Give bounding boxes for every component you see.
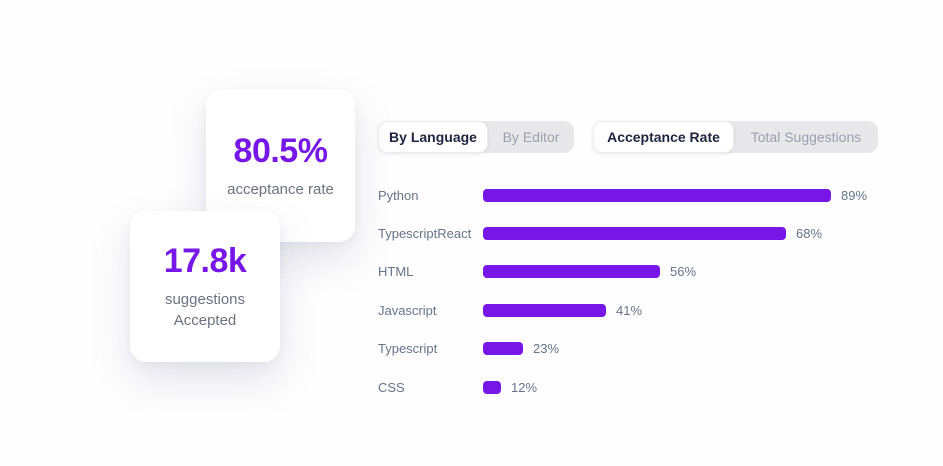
suggestions-accepted-card: 17.8k suggestions Accepted (130, 211, 280, 362)
bar-row-javascript: Javascript 41% (378, 291, 918, 329)
bar-row-typescript: Typescript 23% (378, 330, 918, 368)
suggestions-accepted-label-line2: Accepted (173, 312, 237, 329)
metric-toggle: Acceptance Rate Total Suggestions (593, 121, 878, 153)
bar-row-typescriptreact: TypescriptReact 68% (378, 214, 918, 252)
toggle-total-suggestions[interactable]: Total Suggestions (750, 129, 862, 145)
acceptance-rate-value: 80.5% (233, 131, 328, 170)
toggle-acceptance-rate[interactable]: Acceptance Rate (593, 121, 734, 153)
bar-html (483, 265, 660, 279)
bar-javascript (483, 303, 606, 317)
bar-category-label: TypescriptReact (378, 226, 472, 242)
bar-category-label: Python (378, 187, 419, 203)
suggestions-accepted-label-line1: suggestions (164, 291, 246, 308)
acceptance-rate-label: acceptance rate (227, 180, 334, 198)
bar-category-label: HTML (378, 264, 414, 280)
bar-value-label: 12% (511, 379, 538, 395)
bar-row-python: Python 89% (378, 176, 918, 214)
group-by-toggle: By Language By Editor (378, 121, 574, 153)
bar-category-label: CSS (378, 379, 405, 395)
toggle-by-language[interactable]: By Language (378, 121, 488, 153)
suggestions-accepted-label: suggestions Accepted (165, 289, 245, 331)
bar-value-label: 56% (670, 264, 697, 280)
bar-row-html: HTML 56% (378, 253, 918, 291)
bar-value-label: 41% (616, 302, 643, 318)
acceptance-rate-by-language-chart: Python 89% TypescriptReact 68% HTML 56% … (378, 176, 918, 406)
bar-category-label: Typescript (378, 341, 438, 357)
bar-typescriptreact (483, 227, 786, 241)
bar-value-label: 89% (841, 187, 868, 203)
bar-row-css: CSS 12% (378, 368, 918, 406)
suggestions-accepted-value: 17.8k (163, 242, 247, 280)
bar-typescript (483, 342, 523, 356)
bar-css (483, 380, 501, 394)
bar-category-label: Javascript (378, 302, 437, 318)
bar-value-label: 23% (533, 341, 560, 357)
bar-value-label: 68% (796, 226, 823, 242)
toggle-by-editor[interactable]: By Editor (502, 129, 560, 145)
bar-python (483, 188, 831, 202)
